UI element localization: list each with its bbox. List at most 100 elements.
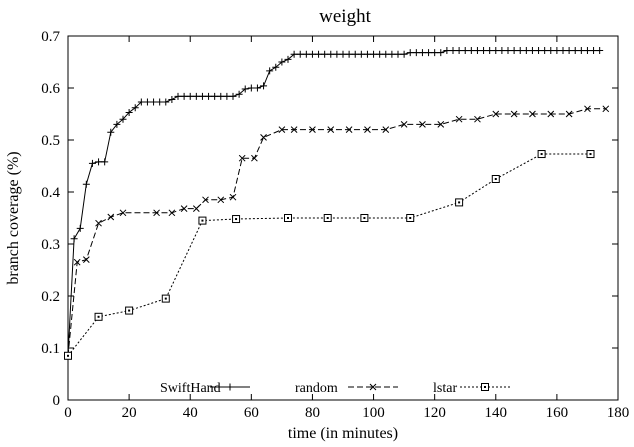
data-point-swifthand <box>223 92 231 100</box>
data-point-random <box>107 213 115 221</box>
data-point-random <box>529 110 536 118</box>
y-tick-label: 0.1 <box>41 341 60 357</box>
data-point-swifthand <box>70 235 78 243</box>
data-point-swifthand <box>333 50 341 58</box>
data-point-random <box>382 126 390 133</box>
data-point-random <box>455 115 463 123</box>
series-line-random <box>67 108 606 356</box>
data-point-swifthand <box>437 49 445 57</box>
x-tick-label: 80 <box>305 405 320 421</box>
data-point-random <box>584 105 591 113</box>
marker-dot <box>128 309 131 312</box>
marker-dot <box>67 354 69 357</box>
legend: SwiftHand random lstar <box>160 381 510 396</box>
data-point-swifthand <box>571 47 579 55</box>
data-point-swifthand <box>363 50 371 58</box>
data-point-swifthand <box>577 47 585 55</box>
data-point-swifthand <box>150 98 158 106</box>
legend-marker <box>481 383 489 391</box>
data-point-swifthand <box>535 47 543 55</box>
plot-area-frame <box>67 35 619 401</box>
data-point-swifthand <box>467 47 475 55</box>
x-tick-label: 160 <box>546 405 569 421</box>
data-point-swifthand <box>290 50 298 58</box>
data-point-swifthand <box>119 115 127 123</box>
data-point-swifthand <box>180 92 188 100</box>
data-point-swifthand <box>486 47 494 55</box>
data-point-swifthand <box>583 47 591 55</box>
data-point-swifthand <box>455 47 463 55</box>
data-point-swifthand <box>461 47 469 55</box>
data-point-swifthand <box>327 50 335 58</box>
y-tick-label: 0.7 <box>41 29 60 45</box>
data-point-swifthand <box>186 92 194 100</box>
data-point-random <box>327 126 335 133</box>
data-point-random <box>229 193 237 201</box>
data-point-lstar <box>161 294 170 303</box>
data-point-swifthand <box>205 92 213 100</box>
data-point-swifthand <box>596 47 604 55</box>
data-point-lstar <box>586 150 595 159</box>
marker-dot <box>589 153 592 156</box>
data-point-swifthand <box>76 224 84 232</box>
data-point-random <box>309 126 316 133</box>
x-tick-label: 60 <box>244 405 259 421</box>
legend-item-lstar: lstar <box>433 381 510 396</box>
data-point-swifthand <box>498 47 506 55</box>
data-point-swifthand <box>125 108 133 116</box>
data-point-swifthand <box>235 90 243 98</box>
data-point-random <box>437 121 445 128</box>
data-point-swifthand <box>547 47 555 55</box>
marker-dot <box>458 201 461 204</box>
x-tick-label: 120 <box>423 405 446 421</box>
data-point-swifthand <box>516 47 524 55</box>
data-point-swifthand <box>510 47 518 55</box>
data-point-swifthand <box>480 47 488 55</box>
data-point-swifthand <box>431 49 439 57</box>
data-point-swifthand <box>131 104 139 112</box>
y-tick-label: 0.3 <box>41 237 60 253</box>
data-point-swifthand <box>400 50 408 58</box>
data-point-swifthand <box>241 85 249 93</box>
data-point-swifthand <box>443 47 451 55</box>
data-point-swifthand <box>315 50 323 58</box>
data-point-swifthand <box>88 159 96 167</box>
data-point-lstar <box>64 351 72 360</box>
data-point-swifthand <box>425 49 433 57</box>
data-point-random <box>217 196 225 204</box>
data-point-swifthand <box>370 50 378 58</box>
marker-dot <box>201 219 204 222</box>
data-point-swifthand <box>278 58 286 66</box>
series-swifthand <box>64 47 604 360</box>
data-point-swifthand <box>253 84 261 92</box>
data-point-random <box>260 134 267 141</box>
data-point-random <box>565 110 573 118</box>
data-point-lstar <box>198 216 207 225</box>
data-point-swifthand <box>272 63 280 71</box>
data-point-swifthand <box>162 98 170 106</box>
data-point-lstar <box>406 214 415 222</box>
data-point-swifthand <box>95 158 103 166</box>
data-point-lstar <box>491 175 500 183</box>
data-point-random <box>510 110 518 118</box>
data-point-lstar <box>284 214 292 222</box>
y-tick-label: 0.2 <box>41 289 60 305</box>
data-point-swifthand <box>357 50 365 58</box>
data-point-swifthand <box>553 47 561 55</box>
data-point-random <box>202 196 209 204</box>
x-tick-label: 40 <box>183 405 198 421</box>
data-point-lstar <box>455 198 464 207</box>
data-point-swifthand <box>143 98 151 106</box>
y-tick-label: 0.6 <box>41 81 60 97</box>
data-point-swifthand <box>522 47 530 55</box>
data-point-swifthand <box>406 49 414 57</box>
data-point-swifthand <box>168 95 176 103</box>
series-line-swifthand <box>67 50 600 356</box>
marker-dot <box>363 217 366 219</box>
data-point-random <box>547 110 555 118</box>
marker-dot <box>409 217 412 219</box>
legend-marker <box>226 383 234 391</box>
data-point-swifthand <box>351 50 359 58</box>
data-point-swifthand <box>266 67 274 75</box>
